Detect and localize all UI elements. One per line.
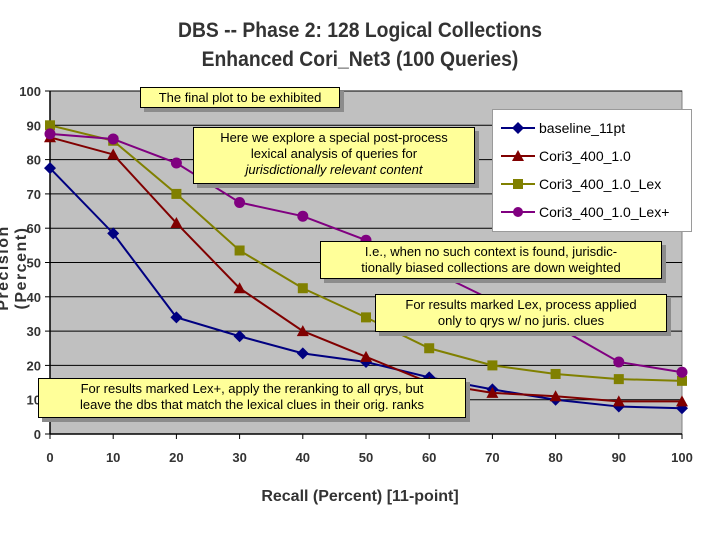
data-point [297, 283, 308, 294]
data-point [486, 386, 499, 398]
data-point [234, 196, 246, 208]
legend-swatch-circle-icon [501, 207, 535, 217]
annotation-line: only to qrys w/ no juris. clues [437, 313, 605, 328]
legend: baseline_11pt Cori3_400_1.0 Cori3_400_1.… [492, 109, 692, 232]
data-point [170, 311, 183, 324]
x-tick-label: 50 [359, 450, 373, 465]
data-point [107, 148, 120, 160]
data-point [45, 120, 55, 131]
x-tick-label: 70 [485, 450, 499, 465]
y-tick-label: 60 [27, 221, 41, 236]
y-tick-label: 30 [27, 324, 41, 339]
y-tick-label: 100 [19, 84, 41, 99]
annotation-line-italic: jurisdictionally relevant content [245, 162, 423, 177]
data-point [676, 395, 688, 407]
data-point [613, 356, 625, 368]
x-tick-label: 90 [612, 450, 626, 465]
data-point [296, 325, 309, 337]
legend-label: baseline_11pt [539, 120, 626, 136]
data-point [44, 162, 56, 175]
data-point [550, 368, 561, 379]
y-tick-label: 0 [34, 427, 41, 442]
x-tick-label: 40 [296, 450, 310, 465]
legend-item-cori3-lex: Cori3_400_1.0_Lex [501, 173, 691, 195]
annotation-line: I.e., when no such context is found, jur… [364, 244, 618, 259]
chart-title-line-2: Enhanced Cori_Net3 (100 Queries) [201, 48, 519, 71]
data-point [549, 390, 562, 402]
data-point [361, 312, 371, 323]
annotation-line: tionally biased collections are down wei… [361, 260, 621, 275]
legend-swatch-triangle-icon [501, 150, 535, 161]
data-point [107, 227, 120, 240]
data-point [170, 217, 183, 229]
legend-item-cori3-lex-plus: Cori3_400_1.0_Lex+ [501, 201, 691, 223]
y-tick-label: 40 [27, 290, 41, 305]
data-point [612, 395, 625, 407]
legend-label: Cori3_400_1.0_Lex [539, 176, 662, 192]
x-tick-label: 100 [671, 450, 693, 465]
data-point [360, 350, 372, 362]
data-point [233, 282, 246, 294]
x-tick-label: 20 [169, 450, 183, 465]
legend-item-baseline: baseline_11pt [501, 117, 691, 139]
x-tick-label: 0 [46, 450, 53, 465]
data-point [233, 330, 246, 343]
annotation-line: The final plot to be exhibited [158, 90, 322, 105]
legend-swatch-square-icon [501, 179, 535, 189]
annotation-lex-plus: For results marked Lex+, apply the reran… [38, 378, 466, 418]
data-point [171, 188, 182, 199]
legend-item-cori3: Cori3_400_1.0 [501, 145, 691, 167]
x-tick-label: 30 [232, 450, 246, 465]
annotation-line: For results marked Lex, process applied [405, 297, 637, 312]
data-point [613, 374, 624, 385]
data-point [487, 360, 498, 371]
y-axis-label: Precision (Percent) [0, 225, 30, 311]
annotation-line: Here we explore a special post-process [220, 130, 448, 145]
chart-title-line-1: DBS -- Phase 2: 128 Logical Collections [178, 19, 542, 42]
y-tick-label: 90 [27, 118, 41, 133]
data-point [424, 343, 435, 354]
axes: 0 10 20 30 40 50 60 70 80 90 100 0 10 20 30 40 50 60 70 80 9… [19, 84, 693, 465]
data-point [234, 245, 245, 256]
y-tick-label: 10 [27, 393, 41, 408]
x-tick-label: 60 [422, 450, 436, 465]
y-tick-label: 80 [27, 153, 41, 168]
annotation-final-plot: The final plot to be exhibited [140, 87, 340, 108]
data-point [107, 133, 119, 145]
data-point [677, 375, 687, 386]
legend-swatch-diamond-icon [501, 122, 535, 134]
data-point [297, 210, 309, 222]
y-tick-label: 20 [27, 358, 41, 373]
legend-label: Cori3_400_1.0_Lex+ [539, 204, 670, 220]
annotation-line: lexical analysis of queries for [250, 146, 418, 161]
x-tick-label: 80 [548, 450, 562, 465]
x-axis-label: Recall (Percent) [11-point] [261, 488, 459, 505]
annotation-lexical-analysis: Here we explore a special post-process l… [193, 127, 475, 184]
y-tick-label: 70 [27, 187, 41, 202]
data-point [44, 128, 56, 140]
annotation-down-weighted: I.e., when no such context is found, jur… [320, 241, 662, 279]
legend-label: Cori3_400_1.0 [539, 148, 631, 164]
annotation-line: For results marked Lex+, apply the reran… [80, 381, 424, 396]
y-tick-label: 50 [27, 256, 41, 271]
annotation-line: leave the dbs that match the lexical clu… [80, 397, 424, 412]
data-point [296, 347, 309, 360]
data-point [170, 157, 182, 169]
data-point [676, 366, 688, 378]
annotation-lex: For results marked Lex, process applied … [375, 294, 667, 332]
x-tick-label: 10 [106, 450, 120, 465]
